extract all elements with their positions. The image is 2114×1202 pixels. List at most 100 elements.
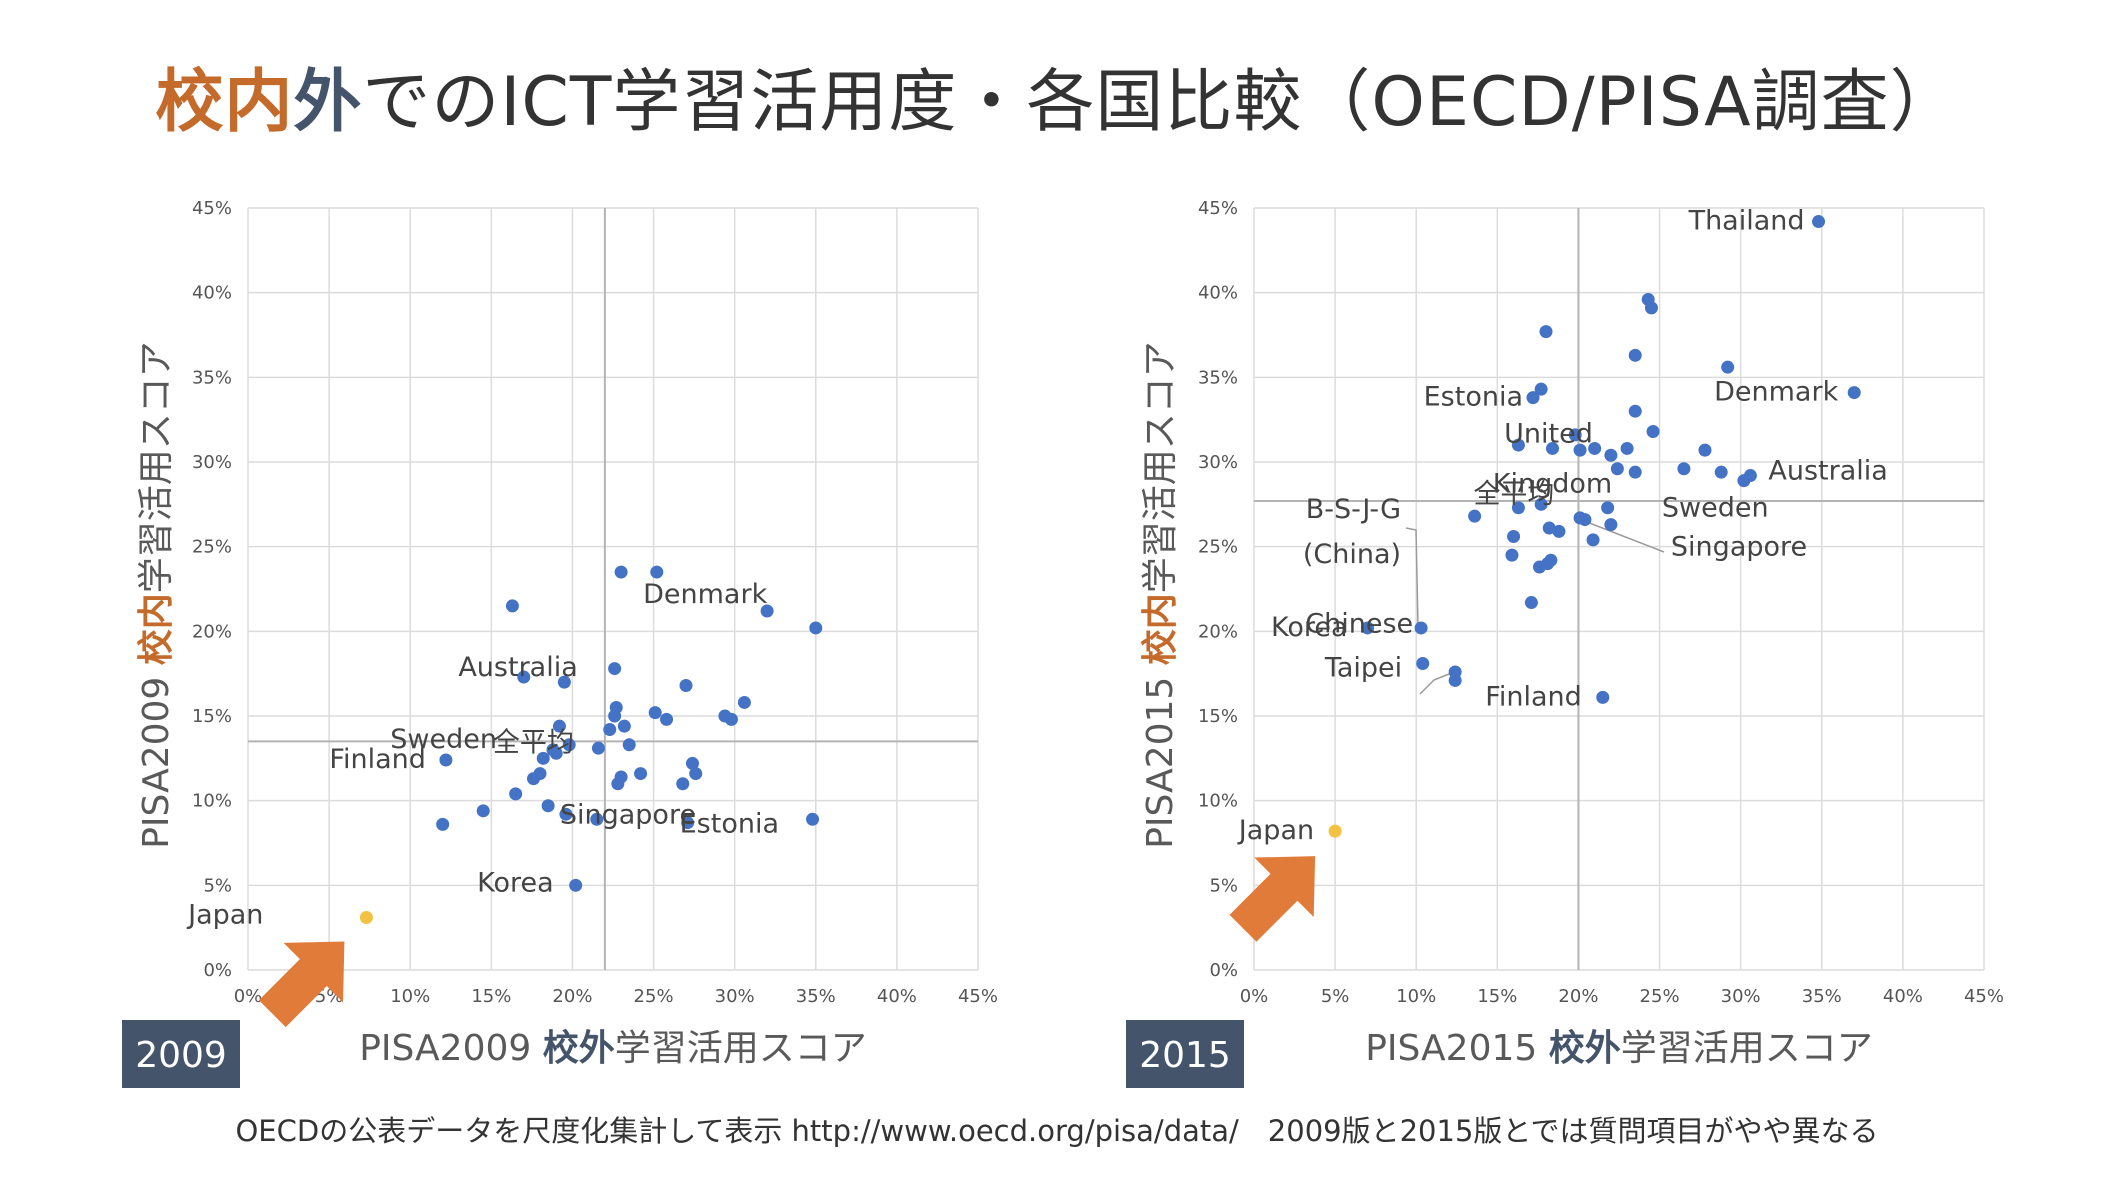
x-tick-label: 10% xyxy=(1396,986,1436,1007)
data-point xyxy=(1505,548,1519,562)
x-tick-label: 40% xyxy=(1883,986,1923,1007)
country-label: (China) xyxy=(1303,539,1401,570)
country-label: Chinese xyxy=(1305,608,1413,639)
data-point xyxy=(1507,530,1521,544)
leader-line-taipei xyxy=(1419,671,1455,695)
country-label: Estonia xyxy=(1424,382,1523,413)
x-tick-label: 30% xyxy=(715,986,755,1007)
data-point xyxy=(650,565,664,579)
data-point xyxy=(614,565,628,579)
y-tick-label: 10% xyxy=(1198,791,1238,812)
data-point xyxy=(1416,657,1430,671)
y-axis-title-suffix: 学習活用スコア xyxy=(136,341,177,593)
country-label: Taipei xyxy=(1324,652,1402,683)
data-point xyxy=(1552,524,1566,538)
country-label: Korea xyxy=(477,867,554,898)
country-label: Finland xyxy=(1485,681,1581,712)
y-tick-label: 40% xyxy=(1198,283,1238,304)
x-axis-title-suffix: 学習活用スコア xyxy=(1621,1028,1873,1069)
y-tick-label: 30% xyxy=(1198,452,1238,473)
data-point xyxy=(1601,501,1615,515)
country-label: Australia xyxy=(1768,456,1887,487)
y-axis-title-prefix: PISA2015 xyxy=(1140,665,1181,849)
data-point xyxy=(1539,325,1553,339)
country-label: Japan xyxy=(1237,815,1314,846)
x-tick-label: 35% xyxy=(796,986,836,1007)
title-part2: 外 xyxy=(293,63,363,142)
data-point-japan xyxy=(359,911,373,925)
y-axis-title-emph: 校内 xyxy=(136,593,177,665)
x-axis-title-prefix: PISA2015 xyxy=(1365,1028,1549,1069)
data-point xyxy=(1628,404,1642,418)
data-point xyxy=(1573,443,1587,457)
data-point xyxy=(536,751,550,765)
data-point xyxy=(1534,382,1548,396)
footnote: OECDの公表データを尺度化集計して表示 http://www.oecd.org… xyxy=(235,1114,1879,1148)
x-tick-label: 45% xyxy=(1964,986,2004,1007)
x-tick-label: 15% xyxy=(471,986,511,1007)
year-badge-box xyxy=(122,1020,240,1088)
data-point xyxy=(549,746,563,760)
data-point xyxy=(476,804,490,818)
x-tick-label: 45% xyxy=(958,986,998,1007)
data-point xyxy=(1604,518,1618,532)
data-point xyxy=(1721,360,1735,374)
country-label: Korea xyxy=(1271,612,1348,643)
country-label: Sweden xyxy=(1662,493,1769,524)
x-tick-label: 25% xyxy=(634,986,674,1007)
y-axis-title-emph: 校内 xyxy=(1140,593,1181,665)
data-point xyxy=(1646,425,1660,439)
data-point xyxy=(559,807,573,821)
title-part1: 校内 xyxy=(155,63,294,142)
y-tick-label: 30% xyxy=(192,452,232,473)
data-point xyxy=(1511,438,1525,452)
data-point xyxy=(806,812,820,826)
country-label: Singapore xyxy=(1671,532,1807,563)
y-axis-title-suffix: 学習活用スコア xyxy=(1140,341,1181,593)
data-point xyxy=(1677,462,1691,476)
data-point xyxy=(1812,215,1826,229)
data-point xyxy=(505,599,519,613)
data-point xyxy=(569,878,583,892)
data-point xyxy=(1588,441,1602,455)
data-point xyxy=(809,621,823,635)
data-point xyxy=(436,817,450,831)
y-tick-label: 45% xyxy=(1198,198,1238,219)
leader-line-bsjg xyxy=(1405,527,1419,627)
data-point xyxy=(1610,462,1624,476)
data-point xyxy=(603,723,617,737)
data-point xyxy=(1628,348,1642,362)
x-tick-label: 30% xyxy=(1721,986,1761,1007)
data-point-japan xyxy=(1328,824,1342,838)
country-label: Thailand xyxy=(1688,206,1805,237)
data-point xyxy=(1604,448,1618,462)
data-point xyxy=(1847,386,1861,400)
country-label: Japan xyxy=(186,900,263,931)
x-axis-title-suffix: 学習活用スコア xyxy=(615,1028,867,1069)
data-point xyxy=(541,799,555,813)
y-tick-label: 10% xyxy=(192,791,232,812)
country-label: Finland xyxy=(329,744,425,775)
data-point xyxy=(1620,441,1634,455)
x-tick-label: 25% xyxy=(1640,986,1680,1007)
data-point xyxy=(660,712,674,726)
data-point xyxy=(724,712,738,726)
data-point xyxy=(1743,469,1757,483)
average-label: 全平均 xyxy=(1473,479,1554,510)
average-label: 全平均 xyxy=(493,727,574,758)
data-point xyxy=(1544,553,1558,567)
x-tick-label: 15% xyxy=(1477,986,1517,1007)
data-point xyxy=(591,741,605,755)
country-label: United xyxy=(1504,418,1593,449)
y-axis-title-prefix: PISA2009 xyxy=(136,665,177,849)
data-point xyxy=(676,777,690,791)
y-tick-label: 0% xyxy=(203,960,232,981)
country-label: Singapore xyxy=(560,800,696,831)
country-label: Australia xyxy=(458,652,577,683)
data-point xyxy=(552,719,566,733)
country-label: Denmark xyxy=(643,579,767,610)
x-tick-label: 20% xyxy=(552,986,592,1007)
data-point xyxy=(1414,621,1428,635)
y-tick-label: 5% xyxy=(203,875,232,896)
